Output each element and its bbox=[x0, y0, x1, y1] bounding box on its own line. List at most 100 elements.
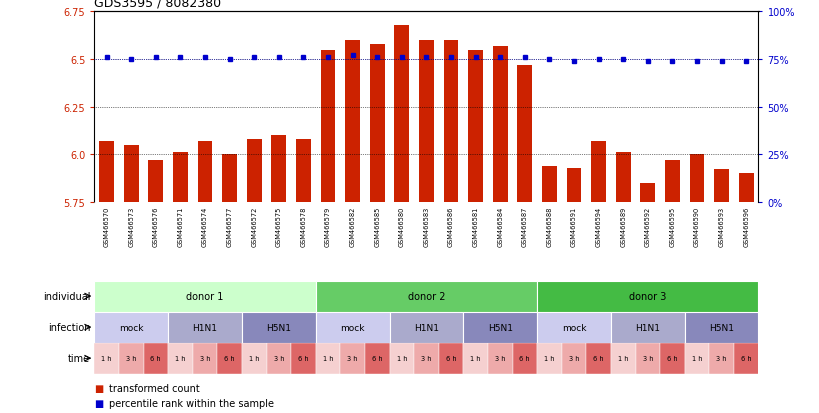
Text: mock: mock bbox=[561, 323, 586, 332]
Text: GSM466585: GSM466585 bbox=[373, 206, 380, 247]
Bar bbox=[640, 183, 654, 202]
Text: GSM466574: GSM466574 bbox=[201, 206, 208, 247]
Bar bbox=[247, 140, 261, 202]
Bar bbox=[610, 312, 684, 343]
Bar bbox=[659, 343, 684, 374]
Text: GSM466595: GSM466595 bbox=[668, 206, 675, 247]
Bar bbox=[536, 343, 561, 374]
Text: donor 1: donor 1 bbox=[186, 291, 224, 301]
Bar bbox=[340, 343, 364, 374]
Text: 1 h: 1 h bbox=[691, 355, 701, 361]
Bar bbox=[197, 142, 212, 202]
Bar bbox=[369, 45, 384, 202]
Bar bbox=[512, 343, 536, 374]
Bar bbox=[586, 343, 610, 374]
Text: 3 h: 3 h bbox=[421, 355, 431, 361]
Text: 3 h: 3 h bbox=[716, 355, 726, 361]
Bar bbox=[684, 343, 708, 374]
Text: 6 h: 6 h bbox=[298, 355, 308, 361]
Text: 1 h: 1 h bbox=[544, 355, 554, 361]
Text: mock: mock bbox=[119, 323, 143, 332]
Text: H1N1: H1N1 bbox=[414, 323, 438, 332]
Bar bbox=[733, 343, 758, 374]
Text: 1 h: 1 h bbox=[175, 355, 185, 361]
Bar bbox=[271, 136, 286, 202]
Text: 1 h: 1 h bbox=[249, 355, 259, 361]
Bar bbox=[320, 50, 335, 202]
Bar bbox=[419, 41, 433, 202]
Text: 3 h: 3 h bbox=[126, 355, 136, 361]
Bar bbox=[738, 174, 753, 202]
Text: ■: ■ bbox=[94, 383, 103, 393]
Bar bbox=[443, 41, 458, 202]
Bar bbox=[364, 343, 389, 374]
Bar bbox=[684, 312, 758, 343]
Text: 6 h: 6 h bbox=[667, 355, 676, 361]
Bar bbox=[315, 343, 340, 374]
Bar bbox=[222, 155, 237, 202]
Text: 3 h: 3 h bbox=[642, 355, 652, 361]
Text: time: time bbox=[68, 353, 90, 363]
Bar bbox=[664, 161, 679, 202]
Bar bbox=[242, 343, 266, 374]
Bar bbox=[148, 161, 163, 202]
Bar bbox=[99, 142, 114, 202]
Text: percentile rank within the sample: percentile rank within the sample bbox=[109, 398, 274, 408]
Text: 6 h: 6 h bbox=[224, 355, 234, 361]
Text: donor 2: donor 2 bbox=[407, 291, 445, 301]
Bar bbox=[217, 343, 242, 374]
Text: GSM466581: GSM466581 bbox=[472, 206, 478, 247]
Bar bbox=[143, 343, 168, 374]
Bar bbox=[615, 153, 630, 202]
Bar bbox=[192, 343, 217, 374]
Bar bbox=[242, 312, 315, 343]
Bar bbox=[689, 155, 704, 202]
Bar bbox=[266, 343, 291, 374]
Bar bbox=[414, 343, 438, 374]
Text: GSM466573: GSM466573 bbox=[128, 206, 134, 247]
Text: 1 h: 1 h bbox=[618, 355, 627, 361]
Text: GSM466591: GSM466591 bbox=[570, 206, 577, 246]
Text: individual: individual bbox=[43, 291, 90, 301]
Bar bbox=[463, 343, 487, 374]
Text: GDS3595 / 8082380: GDS3595 / 8082380 bbox=[94, 0, 221, 10]
Text: GSM466584: GSM466584 bbox=[496, 206, 503, 247]
Bar bbox=[541, 166, 556, 202]
Text: GSM466575: GSM466575 bbox=[275, 206, 282, 247]
Text: GSM466580: GSM466580 bbox=[398, 206, 405, 247]
Text: 6 h: 6 h bbox=[519, 355, 529, 361]
Bar bbox=[296, 140, 310, 202]
Bar bbox=[566, 168, 581, 202]
Text: GSM466572: GSM466572 bbox=[251, 206, 257, 247]
Text: 1 h: 1 h bbox=[396, 355, 406, 361]
Bar bbox=[291, 343, 315, 374]
Bar bbox=[124, 145, 138, 202]
Text: GSM466589: GSM466589 bbox=[619, 206, 626, 247]
Bar bbox=[561, 343, 586, 374]
Bar bbox=[389, 343, 414, 374]
Bar bbox=[610, 343, 635, 374]
Text: infection: infection bbox=[48, 322, 90, 332]
Text: 3 h: 3 h bbox=[200, 355, 210, 361]
Bar bbox=[536, 281, 758, 312]
Text: GSM466576: GSM466576 bbox=[152, 206, 159, 247]
Text: 6 h: 6 h bbox=[372, 355, 382, 361]
Text: H5N1: H5N1 bbox=[487, 323, 512, 332]
Text: GSM466586: GSM466586 bbox=[447, 206, 454, 247]
Text: GSM466592: GSM466592 bbox=[644, 206, 650, 247]
Bar bbox=[315, 281, 536, 312]
Bar bbox=[517, 66, 532, 202]
Bar bbox=[635, 343, 659, 374]
Bar bbox=[394, 26, 409, 202]
Text: 3 h: 3 h bbox=[568, 355, 578, 361]
Text: GSM466570: GSM466570 bbox=[103, 206, 110, 247]
Text: GSM466583: GSM466583 bbox=[423, 206, 429, 247]
Text: 3 h: 3 h bbox=[274, 355, 283, 361]
Text: GSM466571: GSM466571 bbox=[177, 206, 183, 247]
Text: 6 h: 6 h bbox=[740, 355, 750, 361]
Bar bbox=[487, 343, 512, 374]
Text: 6 h: 6 h bbox=[151, 355, 161, 361]
Text: GSM466588: GSM466588 bbox=[545, 206, 552, 247]
Text: GSM466593: GSM466593 bbox=[717, 206, 724, 246]
Bar bbox=[468, 50, 482, 202]
